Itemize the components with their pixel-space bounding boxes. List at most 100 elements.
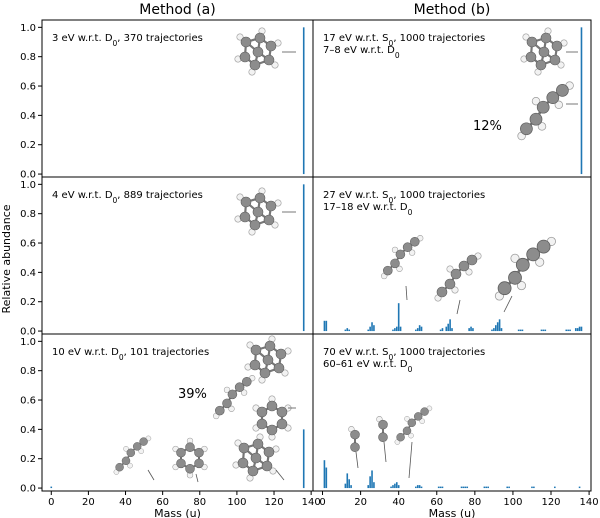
bar-mass-50 <box>416 485 419 489</box>
fragment-molecule-icon <box>381 235 423 279</box>
ring-molecule-icon <box>173 438 208 478</box>
bar-mass-86 <box>485 486 488 489</box>
cage-molecule-icon <box>233 434 279 481</box>
x-tick-label: 80 <box>193 497 206 508</box>
bar-mass-24 <box>367 329 370 332</box>
y-tick-label: 0.2 <box>20 297 36 308</box>
opened-cage-molecule-icon <box>518 82 574 140</box>
bar-mass-49 <box>415 329 417 332</box>
bar-mass-24 <box>367 485 370 489</box>
bar-mass-76 <box>466 486 469 489</box>
bar-mass-68 <box>451 328 453 332</box>
bar-mass-105 <box>521 329 524 332</box>
x-tick-label: 20 <box>82 497 95 508</box>
panel-annotation-line: 60–61 eV w.r.t. D0 <box>323 359 413 374</box>
bar-mass-38 <box>394 328 396 332</box>
panel-frame <box>312 333 592 492</box>
bar-mass-67 <box>449 319 451 332</box>
panel-annotation-line: 17–18 eV w.r.t. D0 <box>323 202 413 217</box>
y-tick-label: 0.6 <box>20 82 36 93</box>
column-title-b: Method (b) <box>414 2 491 18</box>
y-tick-label: 0.0 <box>20 170 36 181</box>
bar-mass-136 <box>302 27 305 175</box>
opened-cage-molecule-icon <box>213 375 255 419</box>
bar-mass-85 <box>483 486 486 489</box>
bar-mass-135 <box>578 326 581 332</box>
leader-line <box>355 451 359 469</box>
bar-mass-115 <box>540 329 543 332</box>
x-tick-label: 120 <box>541 497 560 508</box>
bar-mass-25 <box>369 326 371 332</box>
x-tick-label: 40 <box>392 497 405 508</box>
y-tick-label: 0.8 <box>20 366 36 377</box>
bar-mass-91 <box>494 325 497 332</box>
fragment-molecule-icon <box>377 416 388 441</box>
x-tick-label: 60 <box>430 497 443 508</box>
cage-molecule-icon <box>235 188 281 235</box>
y-tick-label: 0.0 <box>20 484 36 495</box>
bar-mass-39 <box>395 326 398 332</box>
x-tick-label: 60 <box>156 497 169 508</box>
bar-mass-97 <box>506 486 509 489</box>
x-axis-title: Mass (u) <box>154 507 201 518</box>
bar-mass-52 <box>420 326 423 332</box>
bar-mass-87 <box>487 486 489 489</box>
bar-mass-134 <box>576 328 579 332</box>
bar-mass-41 <box>399 326 402 332</box>
panel-annotation-line: 3 eV w.r.t. D0, 370 trajectories <box>52 33 203 48</box>
panel-b2: 27 eV w.r.t. S0, 1000 trajectories17–18 … <box>312 176 592 335</box>
bar-mass-122 <box>554 486 556 489</box>
bar-mass-136 <box>302 429 305 489</box>
y-axis-title: Relative abundance <box>0 204 13 313</box>
fragment-molecule-icon <box>395 406 432 445</box>
bar-mass-130 <box>569 329 571 332</box>
x-axis-title: Mass (u) <box>429 507 476 518</box>
x-tick-label: 100 <box>503 497 522 508</box>
bar-mass-90 <box>493 328 495 332</box>
percent-label: 12% <box>473 119 502 134</box>
x-tick-label: 0 <box>319 497 325 508</box>
bar-mass-36 <box>390 486 392 489</box>
bar-mass-12 <box>344 483 347 489</box>
bar-mass-1 <box>323 320 326 332</box>
bar-mass-13 <box>346 473 349 489</box>
bar-mass-2 <box>325 467 328 489</box>
bar-mass-98 <box>508 486 510 489</box>
panel-b3: 0 20 40 60 80 100 120 140 Mass (u) 70 eV w.r.t. S… <box>312 333 599 518</box>
bar-mass-62 <box>439 486 442 489</box>
bar-mass-128 <box>565 329 568 332</box>
bar-mass-1 <box>323 460 326 489</box>
bar-mass-78 <box>470 326 472 332</box>
y-tick-label: 0.6 <box>20 396 36 407</box>
percent-label: 39% <box>178 387 207 402</box>
column-title-a: Method (a) <box>139 2 215 18</box>
bar-mass-14 <box>348 329 350 332</box>
bar-mass-25 <box>369 476 371 489</box>
bar-mass-135 <box>578 486 581 489</box>
bar-mass-73 <box>460 486 463 489</box>
y-tick-label: 0.4 <box>20 111 36 122</box>
ring-molecule-icon <box>253 396 291 440</box>
bar-mass-13 <box>346 328 349 332</box>
bar-mass-110 <box>531 486 533 489</box>
bar-mass-37 <box>392 485 394 489</box>
y-tick-label: 1.0 <box>20 337 36 348</box>
y-tick-label: 0.4 <box>20 425 36 436</box>
leader-line <box>503 295 513 313</box>
leader-line <box>383 441 387 463</box>
leader-line <box>275 469 285 481</box>
bar-mass-66 <box>447 323 449 332</box>
bar-mass-94 <box>500 328 503 332</box>
fragment-molecule-icon <box>435 253 481 301</box>
cage-molecule-icon <box>235 28 281 75</box>
bar-mass-50 <box>416 328 419 332</box>
bar-mass-61 <box>437 486 440 489</box>
bar-mass-27 <box>373 482 375 489</box>
y-tick-label: 1.0 <box>20 180 36 191</box>
panel-annotation-line: 70 eV w.r.t. S0, 1000 trajectories <box>323 347 485 362</box>
bar-mass-62 <box>439 329 442 332</box>
leader-line <box>408 441 413 479</box>
bar-mass-26 <box>371 470 373 489</box>
